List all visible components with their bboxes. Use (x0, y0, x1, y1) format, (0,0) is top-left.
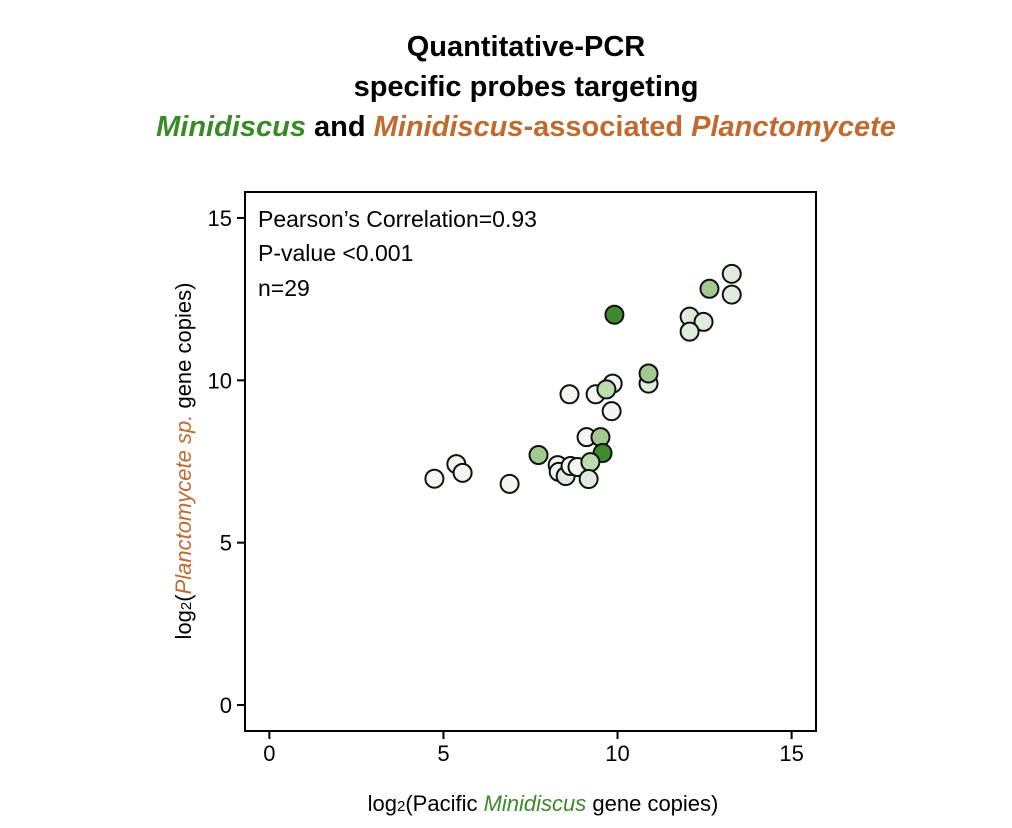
annotation-n: n=29 (258, 275, 310, 301)
data-point (601, 401, 622, 422)
data-point (580, 452, 601, 473)
points-layer (424, 263, 742, 494)
data-point (424, 468, 445, 489)
chart-title-line3: Minidiscus and Minidiscus-associated Pla… (0, 111, 1012, 144)
data-point (638, 363, 659, 384)
title-minidiscus-2: Minidiscus (373, 111, 524, 143)
title-associated: -associated (523, 111, 692, 143)
x-tick-label: 15 (779, 741, 803, 766)
data-point (721, 263, 742, 284)
y-tick-label: 10 (208, 368, 232, 393)
title-and: and (305, 111, 374, 143)
y-tick-label: 15 (208, 206, 232, 231)
data-point (499, 473, 520, 494)
data-point (604, 304, 625, 325)
x-tick-label: 5 (437, 741, 449, 766)
y-tick-label: 0 (220, 693, 232, 718)
data-point (596, 379, 617, 400)
y-axis-label: log2(Planctomycete sp. gene copies) (171, 283, 196, 640)
data-point (693, 311, 714, 332)
ticks-layer: 0 5 10 15 0 5 10 15 (208, 206, 804, 766)
x-axis-label: log2(Pacific Minidiscus gene copies) (368, 791, 719, 816)
y-tick-label: 5 (220, 531, 232, 556)
title-planctomycete: Planctomycete (691, 111, 896, 143)
title-minidiscus: Minidiscus (156, 111, 306, 143)
plot-frame (244, 191, 817, 732)
data-point (679, 321, 700, 342)
chart-title-line2: specific probes targeting (353, 71, 699, 103)
x-tick-label: 10 (605, 741, 629, 766)
data-point (699, 278, 720, 299)
x-tick-label: 0 (263, 741, 275, 766)
data-point (559, 384, 580, 405)
data-point (721, 284, 742, 305)
chart-title-line1: Quantitative-PCR (406, 31, 646, 63)
data-point (578, 469, 599, 490)
annotation-pvalue: P-value <0.001 (258, 240, 413, 266)
data-point (528, 445, 549, 466)
data-point (452, 462, 473, 483)
annotation-pearson: Pearson’s Correlation=0.93 (258, 206, 537, 232)
